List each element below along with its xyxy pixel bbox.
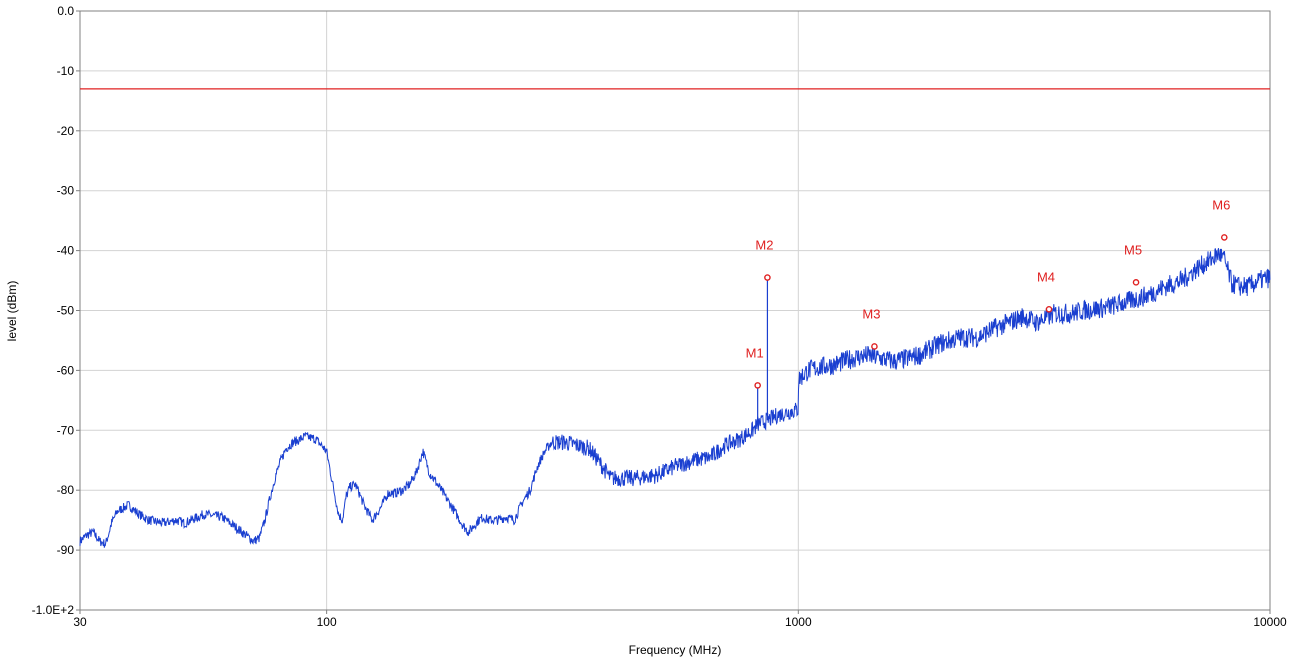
marker-label: M2	[755, 238, 773, 253]
marker-point	[1132, 279, 1140, 286]
x-tick-label: 1000	[785, 615, 812, 629]
marker-label: M5	[1124, 242, 1142, 257]
y-tick-label: -20	[57, 124, 75, 138]
x-tick-label: 100	[317, 615, 337, 629]
y-tick-label: -70	[57, 423, 75, 437]
y-tick-label: -10	[57, 64, 75, 78]
y-tick-label: -50	[57, 304, 75, 318]
plot-area-frame	[79, 10, 1271, 611]
y-tick-label: -40	[57, 244, 75, 258]
series-trace	[79, 248, 1271, 548]
marker-point	[1220, 234, 1228, 241]
marker-point	[754, 382, 761, 389]
series-group	[79, 248, 1271, 548]
marker-label: M4	[1037, 269, 1055, 284]
marker-label: M3	[862, 306, 880, 321]
x-tick-label: 30	[73, 615, 87, 629]
y-tick-label: -1.0E+2	[32, 603, 75, 617]
marker-point	[764, 274, 771, 281]
marker-point	[1045, 306, 1053, 313]
markers-group: M1 M2 M3 M4 M5 M6	[746, 197, 1230, 389]
y-tick-labels: 0.0 -10 -20 -30 -40 -50 -60 -70 -80 -90 -1.0E+2	[32, 4, 75, 617]
y-tick-label: -80	[57, 483, 75, 497]
y-tick-label: -90	[57, 543, 75, 557]
x-tick-label: 10000	[1253, 615, 1287, 629]
marker-label: M1	[746, 345, 764, 360]
y-tick-label: -60	[57, 363, 75, 377]
x-tick-labels: 30 100 1000 10000	[73, 615, 1287, 629]
marker-label: M6	[1212, 197, 1230, 212]
y-tick-label: 0.0	[57, 4, 74, 18]
y-tick-label: -30	[57, 184, 75, 198]
marker-point	[871, 343, 878, 350]
x-axis-title: Frequency (MHz)	[629, 643, 722, 657]
y-axis-title: level (dBm)	[5, 281, 19, 342]
